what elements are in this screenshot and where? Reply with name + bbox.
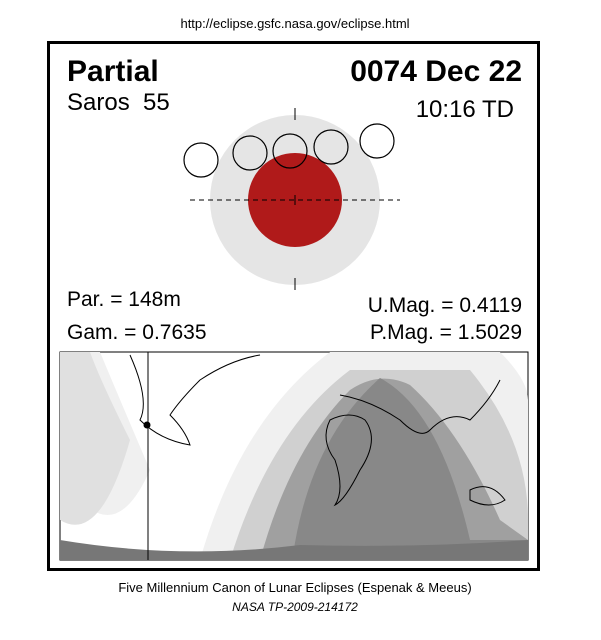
antarctica (60, 540, 528, 560)
eclipse-date: 0074 Dec 22 (350, 55, 522, 88)
coastline (129, 354, 261, 446)
sub-lunar-point (143, 421, 151, 429)
source-url: http://eclipse.gsfc.nasa.gov/eclipse.htm… (180, 16, 409, 31)
footer-credit: Five Millennium Canon of Lunar Eclipses … (118, 580, 471, 595)
time: 10:16 TD (416, 96, 514, 123)
coastlines (129, 354, 506, 507)
eclipse-type: Partial (67, 55, 159, 88)
moon (183, 142, 219, 178)
coastline (339, 379, 501, 434)
moon (272, 133, 308, 169)
umbral-magnitude: U.Mag. = 0.4119 (368, 294, 522, 317)
moon (313, 129, 349, 165)
moon-positions (183, 123, 395, 178)
footer-publication: NASA TP-2009-214172 (232, 600, 358, 614)
saros: Saros 55 (67, 89, 170, 116)
visibility-zone (60, 352, 130, 525)
umbral-zone (200, 378, 528, 560)
coastline (469, 486, 506, 506)
penumbral-magnitude: P.Mag. = 1.5029 (370, 321, 522, 344)
moon (359, 123, 395, 159)
coastline (325, 414, 372, 507)
moon (232, 135, 268, 171)
partial-duration: Par. = 148m (67, 288, 181, 311)
gamma: Gam. = 0.7635 (67, 321, 207, 344)
world-map (59, 351, 529, 561)
